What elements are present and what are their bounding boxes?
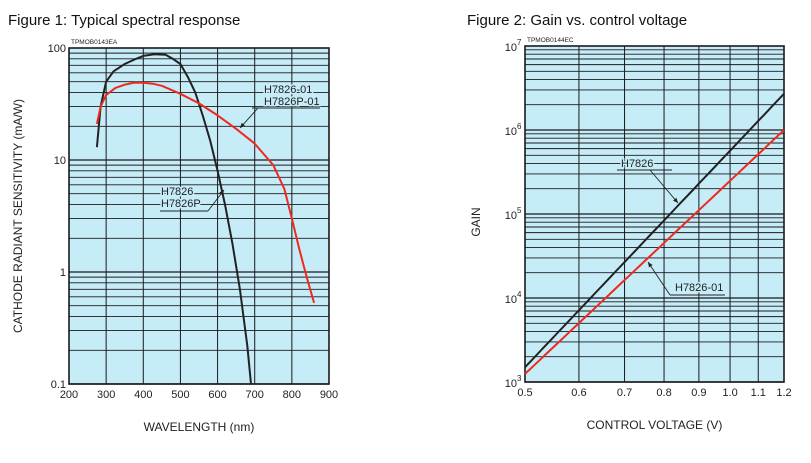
annotation-h7826-01-text: H7826-01 — [264, 84, 312, 96]
annotation2-h7826-01-arrowhead — [648, 262, 653, 268]
chart2 — [524, 45, 785, 383]
x-tick-label: 0.6 — [571, 387, 586, 399]
annotation-h7826-arrowhead — [219, 190, 224, 196]
annotation-h7826-text: H7826 — [161, 186, 193, 198]
x-tick-label: 1.2 — [776, 387, 791, 399]
x-tick-label: 700 — [246, 389, 264, 401]
annotation-h7826-01-arrowhead — [240, 122, 245, 128]
annotation-h7826-01-text: H7826P-01 — [264, 96, 320, 108]
y-tick-label: 10 — [505, 42, 517, 54]
x-tick-label: 0.9 — [691, 387, 706, 399]
x-tick-label: 300 — [97, 389, 115, 401]
annotation2-h7826-leader — [649, 169, 679, 204]
x-tick-label: 0.7 — [617, 387, 632, 399]
series-line-2 — [95, 81, 316, 304]
x-tick-label: 900 — [320, 389, 338, 401]
annotation2-h7826-arrowhead — [673, 197, 678, 203]
figure1-title: Figure 1: Typical spectral response — [8, 12, 241, 29]
x-tick-label: 800 — [283, 389, 301, 401]
figure-code: TPMOB0143EA — [71, 39, 118, 46]
x-axis-label: WAVELENGTH (nm) — [144, 420, 255, 434]
plot-frame — [68, 47, 330, 385]
annotation2-h7826-01-leader — [647, 261, 671, 296]
x-tick-label: 0.8 — [656, 387, 671, 399]
annotation2-h7826-01-text: H7826-01 — [675, 282, 723, 294]
x-axis-label: CONTROL VOLTAGE (V) — [587, 418, 723, 432]
y-tick-exponent: 4 — [517, 290, 522, 299]
y-axis-label: GAIN — [469, 207, 483, 236]
y-tick-exponent: 3 — [517, 374, 522, 383]
y-tick-label: 10 — [505, 294, 517, 306]
y-axis-label: CATHODE RADIANT SENSITIVITY (mA/W) — [11, 99, 25, 333]
x-tick-label: 600 — [208, 389, 226, 401]
y-tick-label: 1 — [60, 267, 66, 279]
y-tick-label: 100 — [48, 43, 66, 55]
figure2-title: Figure 2: Gain vs. control voltage — [467, 12, 688, 29]
series-line-1 — [95, 53, 252, 385]
y-tick-label: 10 — [505, 210, 517, 222]
annotation2-h7826-text: H7826 — [621, 158, 653, 170]
y-tick-exponent: 6 — [517, 122, 522, 131]
x-tick-label: 500 — [171, 389, 189, 401]
y-tick-exponent: 7 — [517, 38, 522, 47]
y-tick-label: 10 — [54, 155, 66, 167]
series-line-1 — [524, 93, 785, 368]
series-line-2 — [524, 129, 785, 375]
x-tick-label: 200 — [60, 389, 78, 401]
x-tick-label: 0.5 — [517, 387, 532, 399]
y-tick-label: 10 — [505, 126, 517, 138]
figure-code: TPMOB0144EC — [527, 37, 574, 44]
annotation-h7826-text: H7826P — [161, 198, 201, 210]
plot-frame — [524, 45, 785, 383]
x-tick-label: 1.1 — [751, 387, 766, 399]
x-tick-label: 1.0 — [722, 387, 737, 399]
y-tick-label: 10 — [505, 378, 517, 390]
x-tick-label: 400 — [134, 389, 152, 401]
y-tick-label: 0.1 — [51, 379, 66, 391]
y-tick-exponent: 5 — [517, 206, 522, 215]
chart1 — [68, 47, 330, 385]
